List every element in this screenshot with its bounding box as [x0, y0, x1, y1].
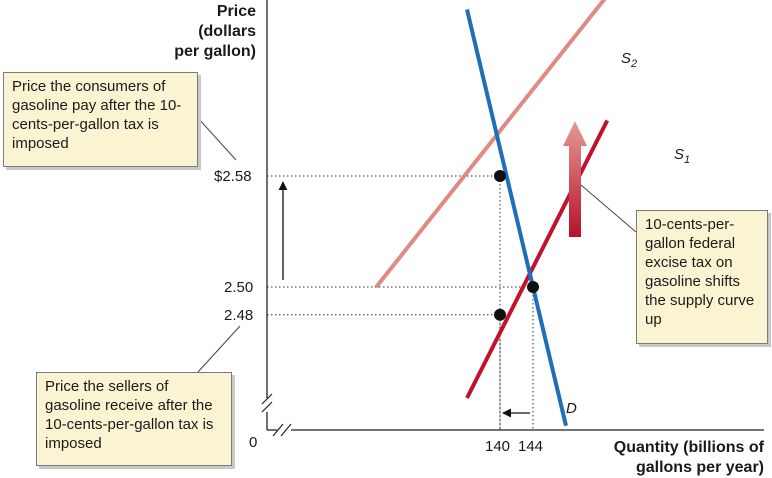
s2-label-main: S — [621, 50, 632, 67]
y-axis-label-line-2: (dollars — [198, 23, 256, 40]
x-axis-label-line-1: Quantity (billions of — [613, 439, 764, 456]
callout-tax-shift: 10-cents-per-gallon federal excise tax o… — [636, 210, 768, 344]
x-tick-label-144: 144 — [518, 438, 544, 455]
leader-line-consumers — [197, 117, 237, 161]
equilibrium-point-1 — [494, 170, 506, 182]
equilibrium-point-2 — [527, 281, 539, 293]
y-axis-label: Price (dollars per gallon) — [174, 2, 256, 62]
demand-label: D — [566, 400, 577, 417]
y-axis-break — [261, 393, 273, 413]
y-axis-label-line-3: per gallon) — [174, 43, 256, 60]
y-axis-label-line-1: Price — [216, 3, 256, 20]
supply-shift-arrow — [563, 121, 587, 237]
leader-line-tax — [580, 184, 637, 233]
y-tick-label-258: $2.58 — [214, 168, 252, 185]
supply-curve-s2 — [374, 0, 607, 289]
s1-label-main: S — [674, 146, 685, 163]
demand-curve — [465, 9, 568, 427]
x-axis-break — [272, 423, 292, 437]
s1-label-sub: 1 — [684, 154, 691, 166]
equilibrium-point-3 — [494, 308, 506, 321]
origin-label: 0 — [249, 434, 258, 451]
x-axis-label: Quantity (billions of gallons per year) — [614, 438, 764, 478]
supply-curve-s1 — [465, 119, 610, 399]
leader-line-sellers — [197, 325, 241, 373]
callout-sellers-price: Price the sellers of gasoline receive af… — [36, 372, 232, 466]
s2-label: S2 — [621, 50, 637, 70]
y-tick-label-250: 2.50 — [224, 279, 254, 296]
s2-label-sub: 2 — [631, 58, 638, 70]
y-tick-label-248: 2.48 — [224, 307, 254, 324]
x-axis-label-line-2: gallons per year) — [635, 459, 764, 476]
s1-label: S1 — [674, 146, 690, 166]
x-tick-label-140: 140 — [485, 438, 511, 455]
callout-consumers-price: Price the consumers of gasoline pay afte… — [3, 72, 198, 167]
